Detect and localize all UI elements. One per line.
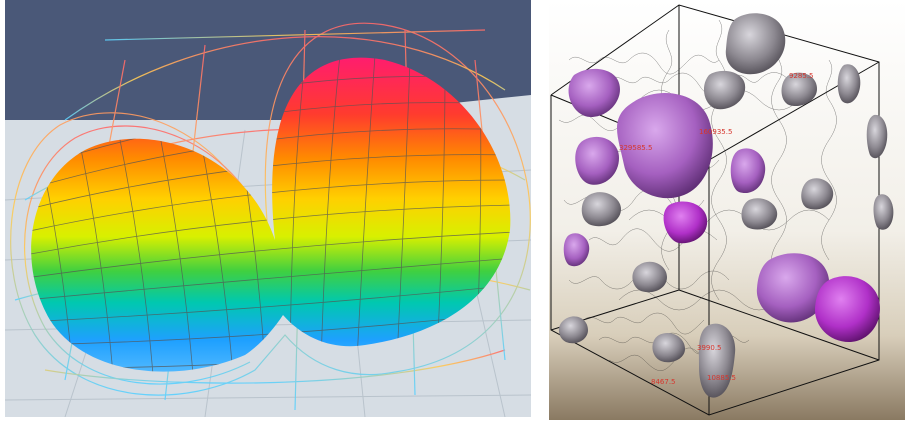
label-4: 10885.5 [707, 374, 736, 382]
annotation-labels: 329585.5 160935.5 8467.5 10885.5 3990.5 … [619, 72, 814, 386]
cardioid-surface [31, 57, 511, 372]
cardioid-render [5, 0, 531, 417]
label-1: 329585.5 [619, 144, 652, 152]
blob-volume-render: 329585.5 160935.5 8467.5 10885.5 3990.5 … [549, 0, 905, 420]
label-6: 9285.5 [789, 72, 814, 80]
label-2: 160935.5 [699, 128, 732, 136]
right-3d-viewport[interactable]: 329585.5 160935.5 8467.5 10885.5 3990.5 … [549, 0, 905, 420]
label-3: 8467.5 [651, 378, 676, 386]
label-5: 3990.5 [697, 344, 722, 352]
left-3d-viewport[interactable] [5, 0, 531, 417]
gray-blobs [558, 13, 894, 398]
magenta-blobs [663, 201, 880, 342]
purple-blobs [563, 68, 830, 323]
